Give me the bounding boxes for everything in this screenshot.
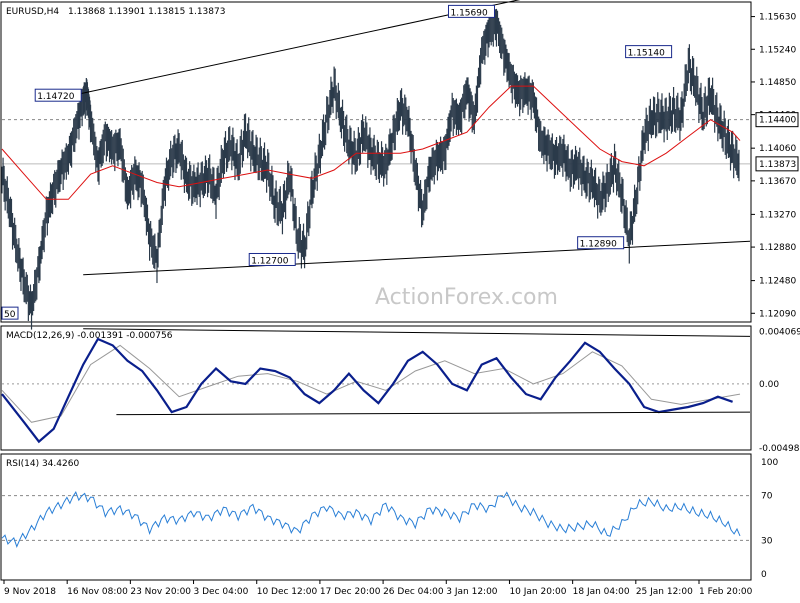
price-tick-label: 1.12480 xyxy=(759,277,796,287)
price-tick-label: 1.14060 xyxy=(759,144,796,154)
time-axis: 9 Nov 2018 16 Nov 08:00 23 Nov 20:00 3 Dec … xyxy=(3,580,753,597)
price-label: 1.15690 xyxy=(450,8,487,18)
current-price-label: 1.13873 xyxy=(759,160,796,170)
price-label-box xyxy=(625,45,673,59)
rsi-tick-label: 30 xyxy=(761,536,773,546)
price-tick-label: 1.13270 xyxy=(759,210,796,220)
price-label: 1.12700 xyxy=(251,256,288,266)
time-tick-label: 26 Dec 04:00 xyxy=(383,587,444,597)
macd-lower-trendline xyxy=(116,411,751,416)
price-tick-label: 1.15240 xyxy=(759,45,796,55)
time-tick-label: 25 Jan 12:00 xyxy=(636,587,693,597)
price-label-box xyxy=(577,236,625,250)
moving-average-line xyxy=(1,85,741,200)
rsi-plot xyxy=(1,490,750,548)
watermark: ActionForex.com xyxy=(375,285,558,310)
level-price-box xyxy=(755,112,799,128)
macd-panel-frame xyxy=(0,325,752,451)
price-label-box xyxy=(447,4,495,18)
time-tick-label: 16 Nov 08:00 xyxy=(67,587,128,597)
time-tick-label: 1 Feb 20:00 xyxy=(699,587,753,597)
rsi-tick-label: 70 xyxy=(761,492,773,502)
time-tick-label: 9 Nov 2018 xyxy=(4,587,56,597)
macd-line xyxy=(1,337,733,444)
price-label: 50 xyxy=(4,310,16,320)
macd-upper-trendline xyxy=(83,328,751,337)
price-header-symbol: EURUSD,H4 xyxy=(6,7,59,17)
price-label: 1.14720 xyxy=(37,92,74,102)
price-panel-frame xyxy=(0,1,752,323)
lower-trendline xyxy=(83,240,751,276)
price-tick-label: 1.14850 xyxy=(759,78,796,88)
macd-plot xyxy=(1,328,751,444)
rsi-panel-frame xyxy=(0,453,752,581)
macd-tick-label: 0.00 xyxy=(759,380,779,390)
time-tick-label: 10 Dec 12:00 xyxy=(257,587,318,597)
price-label: 1.12890 xyxy=(580,240,617,250)
macd-signal-line xyxy=(1,344,741,423)
price-plot: 1.14400 1.13873 1.14720 1.15690 1.15140 1.127… xyxy=(1,0,799,330)
price-label-box xyxy=(34,88,82,102)
current-price-box xyxy=(755,156,799,172)
time-tick-label: 3 Dec 04:00 xyxy=(194,587,249,597)
price-label-box xyxy=(248,252,296,266)
time-tick-label: 23 Nov 20:00 xyxy=(130,587,191,597)
time-tick-label: 10 Jan 20:00 xyxy=(509,587,566,597)
price-label: 1.15140 xyxy=(628,49,665,59)
price-tick-label: 1.12880 xyxy=(759,243,796,253)
price-header-ohlc: 1.13868 1.13901 1.13815 1.13873 xyxy=(68,7,225,17)
rsi-tick-label: 0 xyxy=(761,570,767,580)
price-tick-label: 1.12090 xyxy=(759,309,796,319)
rsi-title: RSI(14) 34.4260 xyxy=(6,459,79,469)
macd-tick-label: 0.004069 xyxy=(759,328,800,338)
rsi-tick-label: 100 xyxy=(761,458,778,468)
level-price-label: 1.14400 xyxy=(759,116,796,126)
time-tick-label: 17 Dec 20:00 xyxy=(320,587,381,597)
price-tick-label: 1.15630 xyxy=(759,13,796,23)
time-tick-label: 18 Jan 04:00 xyxy=(573,587,630,597)
price-label-box xyxy=(1,306,19,320)
rsi-line xyxy=(1,490,741,548)
time-tick-label: 3 Jan 12:00 xyxy=(446,587,498,597)
price-tick-label: 1.13670 xyxy=(759,177,796,187)
macd-title: MACD(12,26,9) -0.001391 -0.000756 xyxy=(6,331,173,341)
rsi-axis: 100 70 30 0 xyxy=(761,458,778,580)
